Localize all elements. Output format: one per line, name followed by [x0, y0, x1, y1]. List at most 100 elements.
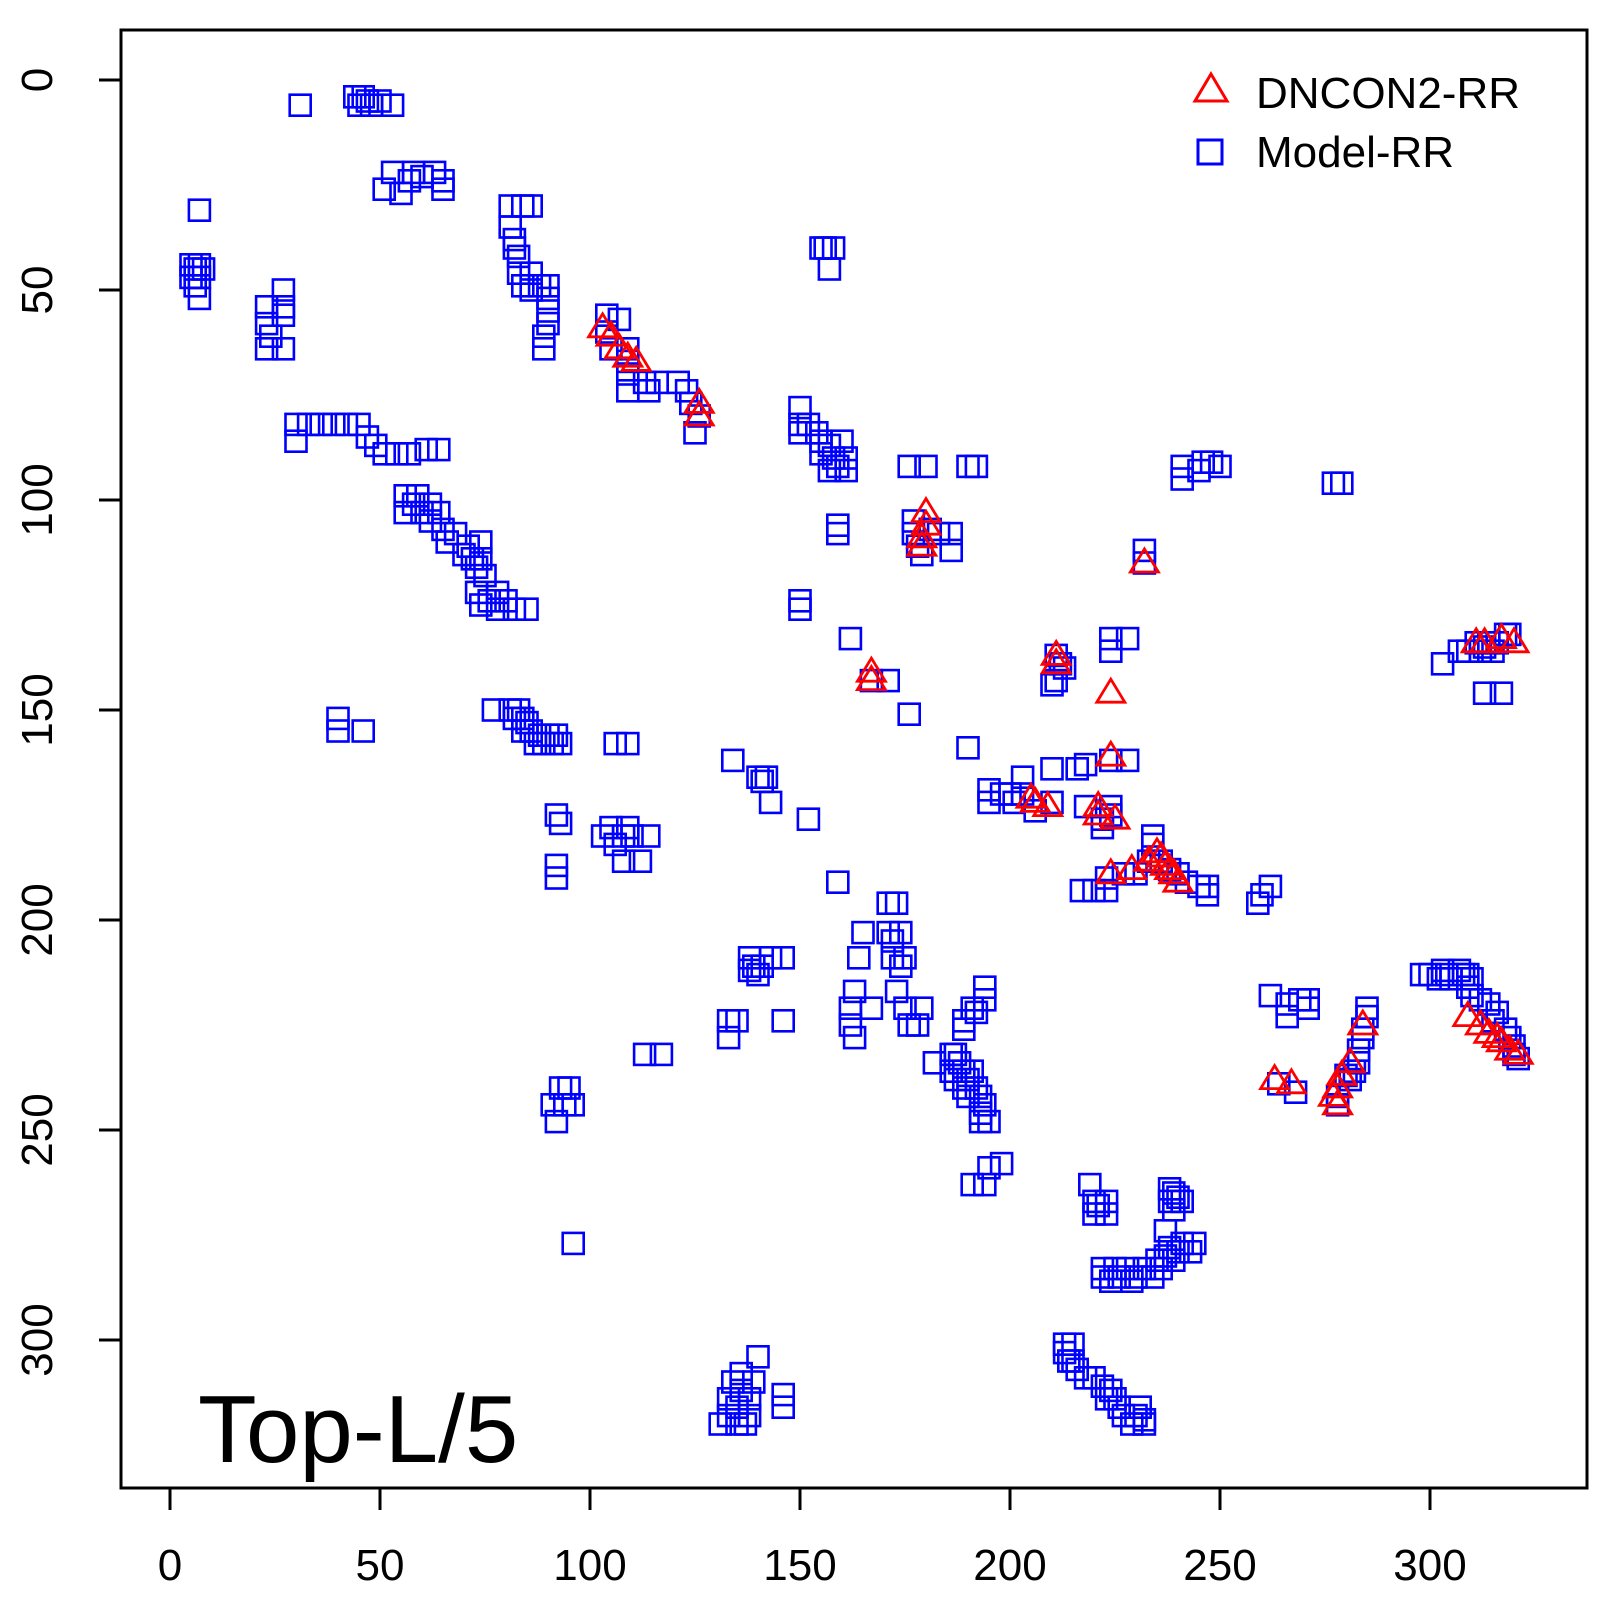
- legend-model-rr-label: Model-RR: [1256, 128, 1454, 177]
- model-rr-point: [964, 454, 989, 479]
- dncon2-rr-point: [1132, 844, 1166, 872]
- model-rr-point: [1094, 1189, 1119, 1214]
- model-rr-point: [405, 483, 430, 508]
- model-rr-point: [838, 1013, 863, 1037]
- model-rr-point: [380, 93, 405, 117]
- series-dncon2-rr: [586, 311, 1535, 1116]
- model-rr-point: [620, 824, 644, 848]
- model-rr-point: [1199, 450, 1224, 475]
- model-rr-point: [1069, 878, 1094, 903]
- model-rr-point: [611, 849, 636, 874]
- model-rr-point: [771, 945, 796, 970]
- model-rr-point: [326, 706, 350, 731]
- model-rr-point: [842, 979, 867, 1004]
- model-rr-point: [687, 404, 712, 428]
- model-rr-point: [418, 509, 443, 533]
- model-rr-point: [830, 429, 854, 454]
- model-rr-point: [821, 446, 846, 470]
- dncon2-rr-point: [1472, 1016, 1506, 1044]
- model-rr-point: [733, 1412, 758, 1436]
- dncon2-rr-point: [1031, 789, 1065, 817]
- plot-frame: [119, 28, 1589, 1490]
- model-rr-point: [561, 1231, 586, 1256]
- model-rr-point: [599, 336, 623, 361]
- model-rr-point: [187, 286, 212, 311]
- model-rr-point: [771, 1382, 796, 1407]
- model-rr-point: [615, 731, 640, 756]
- model-rr-point: [426, 500, 451, 525]
- model-rr-point: [998, 782, 1022, 806]
- model-rr-point: [1153, 1219, 1178, 1243]
- dncon2-rr-point: [1014, 781, 1048, 809]
- model-rr-point: [888, 920, 913, 945]
- dncon2-rr-point: [1333, 1046, 1367, 1074]
- model-rr-point: [956, 735, 980, 760]
- model-rr-point: [628, 849, 653, 874]
- model-rr-point: [1099, 1378, 1123, 1403]
- model-rr-point: [758, 945, 783, 970]
- model-rr-point: [1128, 1395, 1152, 1419]
- model-rr-point: [426, 437, 451, 462]
- y-tick-label: 0: [13, 68, 62, 92]
- model-rr-point: [544, 1109, 569, 1134]
- x-tick-label: 100: [553, 1541, 626, 1590]
- model-rr-point: [506, 261, 531, 286]
- model-rr-point: [557, 1076, 581, 1100]
- dncon2-rr-point: [905, 521, 939, 549]
- model-rr-point: [389, 181, 413, 206]
- model-rr-point: [334, 412, 359, 437]
- model-rr-point: [834, 458, 859, 483]
- model-rr-point: [746, 962, 770, 987]
- model-rr-point: [754, 765, 779, 790]
- model-rr-point: [515, 597, 539, 622]
- model-rr-point: [821, 236, 846, 260]
- model-rr-point: [893, 945, 917, 970]
- dncon2-rr-point: [1081, 789, 1115, 817]
- model-rr-point: [825, 870, 850, 895]
- dncon2-rr-point: [611, 340, 645, 368]
- model-rr-point: [720, 748, 745, 773]
- model-rr-point: [384, 441, 409, 466]
- series-model-rr: [179, 85, 1530, 1436]
- model-rr-point: [590, 824, 615, 848]
- model-rr-point: [1178, 1240, 1203, 1264]
- model-rr-point: [1061, 1332, 1085, 1356]
- model-rr-point: [1090, 1374, 1115, 1398]
- model-rr-point: [477, 588, 502, 613]
- model-rr-point: [914, 454, 938, 479]
- model-rr-point: [254, 294, 279, 319]
- model-rr-point: [519, 278, 544, 302]
- model-rr-point: [473, 563, 497, 588]
- model-rr-point: [716, 1025, 741, 1050]
- model-rr-point: [431, 169, 455, 193]
- model-rr-point: [1321, 471, 1346, 496]
- model-rr-point: [636, 824, 661, 848]
- dncon2-rr-point: [1161, 865, 1195, 893]
- model-rr-point: [1447, 958, 1472, 983]
- model-rr-point: [431, 517, 455, 542]
- model-rr-point: [1157, 1189, 1182, 1214]
- model-rr-point: [510, 273, 535, 298]
- model-rr-point: [519, 194, 544, 218]
- model-rr-point: [1107, 1265, 1131, 1289]
- model-rr-point: [351, 719, 376, 743]
- model-rr-point: [977, 1156, 1001, 1180]
- dncon2-rr-point: [854, 655, 888, 683]
- dncon2-rr-point: [854, 663, 888, 691]
- x-tick-label: 250: [1183, 1541, 1256, 1590]
- model-rr-point: [1132, 1412, 1157, 1436]
- model-rr-point: [758, 790, 783, 815]
- model-rr-point: [258, 324, 283, 349]
- dncon2-rr-point: [1325, 1058, 1359, 1086]
- model-rr-point: [1044, 668, 1068, 693]
- model-rr-point: [741, 1370, 766, 1394]
- model-rr-point: [561, 1093, 586, 1117]
- dncon2-rr-point: [1094, 857, 1128, 885]
- model-rr-point: [897, 702, 922, 727]
- model-rr-point: [1099, 626, 1123, 651]
- model-rr-point: [788, 395, 812, 420]
- model-rr-point: [468, 530, 493, 554]
- dncon2-rr-point: [1127, 546, 1161, 574]
- dncon2-rr-point: [1346, 1008, 1380, 1036]
